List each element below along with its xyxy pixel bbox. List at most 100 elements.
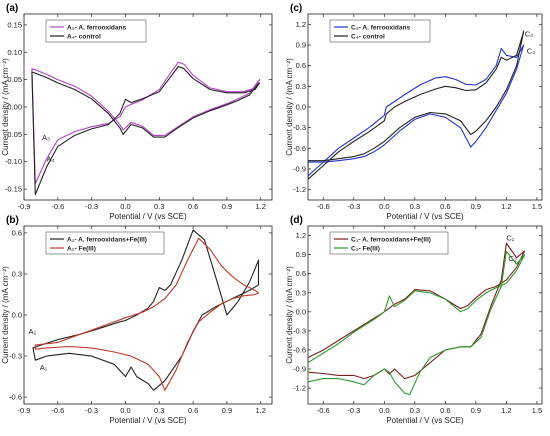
annotation: A₁ [40,363,48,372]
y-tick-label: 0.3 [296,288,306,297]
y-tick-label: 0.15 [7,20,22,29]
panel-2: -0.6 -0.3 0.0 0.3 0.6 0.9 1.2 1.5 -1.2 -0.9 -0.6 -0… [285,3,543,221]
y-tick-label: 0.9 [296,41,306,50]
y-tick-label: -0.9 [293,165,306,174]
y-tick-label: 0.3 [12,269,22,278]
x-tick-label: 1.5 [532,406,542,415]
y-tick-label: -0.6 [9,393,22,402]
x-axis-label: Potential / V (vs SCE) [109,416,187,425]
x-tick-label: 0.3 [154,202,164,211]
legend-entry: C₄- control [351,33,385,40]
y-tick-label: -1.2 [293,384,306,393]
x-tick-label: -0.6 [51,202,64,211]
legend-box [45,231,165,255]
x-tick-label: 0.9 [471,406,481,415]
x-tick-label: 0.0 [379,406,389,415]
plot-frame [307,225,543,405]
y-axis-label: Current density / (mA cm⁻²) [1,266,10,364]
legend-entry: A₃- A. ferrooxidans [67,24,126,31]
x-tick-label: -0.3 [347,202,360,211]
series-line-0 [32,229,260,391]
annotation: C₁ [506,234,514,243]
series-line-1 [34,237,260,391]
legend-entry: C₂- Fe(III) [351,245,380,252]
x-tick-label: 0.9 [222,406,232,415]
annotation: A₄ [47,155,55,164]
curves [32,229,260,391]
x-tick-label: 0.0 [379,202,389,211]
x-tick-label: -0.9 [18,202,31,211]
x-tick-label: 0.0 [120,202,130,211]
series-line-1 [31,65,261,196]
x-tick-label: 0.6 [188,406,198,415]
series-line-0 [308,242,526,380]
panel-label: (c) [290,3,302,14]
y-tick-label: -0.05 [5,130,22,139]
y-tick-label: 0.10 [7,48,22,57]
legend-entry: A₄- control [67,33,101,40]
curves [308,242,526,396]
x-tick-label: 1.2 [256,202,266,211]
x-tick-label: -0.3 [85,406,98,415]
x-tick-label: 0.6 [440,406,450,415]
y-tick-label: -0.3 [293,123,306,132]
y-axis-label: Current density / (mA cm⁻²) [1,58,10,156]
x-tick-label: 1.2 [256,406,266,415]
legend-box [45,19,147,43]
panel-3: -0.6 -0.3 0.0 0.3 0.6 0.9 1.2 1.5 -1.2 -0.9 -0.6 -0… [285,215,543,425]
y-tick-label: 0.0 [296,103,306,112]
annotation: A₃ [42,133,50,142]
x-tick-label: -0.6 [51,406,64,415]
x-tick-label: 0.3 [154,406,164,415]
y-tick-label: -0.10 [5,157,22,166]
y-tick-label: 1.2 [296,231,306,240]
x-tick-label: 0.6 [440,202,450,211]
y-tick-label: 0.05 [7,75,22,84]
y-tick-label: 0.6 [12,228,22,237]
x-axis-label: Potential / V (vs SCE) [386,212,464,221]
x-tick-label: 0.3 [410,406,420,415]
y-tick-label: 0.00 [7,103,22,112]
y-tick-label: 1.2 [296,20,306,29]
curves [31,61,261,196]
y-tick-label: -0.6 [293,144,306,153]
y-axis-label: Current density / (mA cm⁻²) [285,58,294,156]
y-tick-label: 0.3 [296,82,306,91]
y-tick-label: -0.6 [293,345,306,354]
series-line-1 [308,250,526,396]
legend-entry: A₁- A. ferrooxidans+Fe(III) [67,236,147,243]
y-axis-label: Current density / (mA cm⁻²) [285,266,294,364]
x-tick-label: 0.9 [471,202,481,211]
series-line-0 [31,61,261,185]
y-tick-label: -0.15 [5,185,22,194]
panel-label: (a) [6,3,18,14]
annotation: C₂ [508,254,516,263]
legend-entry: A₂- Fe(III) [67,245,96,252]
y-tick-label: 0.0 [296,307,306,316]
series-line-1 [308,30,525,180]
x-tick-label: 0.0 [120,406,130,415]
y-tick-label: -0.9 [293,365,306,374]
annotation: C₃ [527,46,535,55]
x-tick-label: -0.3 [85,202,98,211]
legend-entry: C₁- A. ferrooxidans+Fe(III) [351,236,431,243]
x-axis-label: Potential / V (vs SCE) [109,212,187,221]
y-tick-label: 0.9 [296,250,306,259]
y-tick-label: 0.6 [296,269,306,278]
x-tick-label: -0.3 [347,406,360,415]
x-tick-label: -0.6 [317,406,330,415]
x-tick-label: 0.6 [188,202,198,211]
legend-entry: C₃- A. ferrooxidans [351,24,410,31]
legend-box [329,231,449,255]
legend-box [329,19,431,43]
panel-1: -0.9 -0.6 -0.3 0.0 0.3 0.6 0.9 1.2 -0.6 -0.3 0.0 0.… [1,215,273,425]
x-tick-label: -0.9 [18,406,31,415]
annotation: C₄ [525,30,533,39]
panel-label: (b) [6,215,19,226]
x-tick-label: 0.9 [222,202,232,211]
annotation: A₂ [29,327,37,336]
x-tick-label: 1.2 [501,406,511,415]
panel-0: -0.9 -0.6 -0.3 0.0 0.3 0.6 0.9 1.2 -0.15 -0.10 -0.… [1,3,273,221]
y-tick-label: -0.3 [9,352,22,361]
